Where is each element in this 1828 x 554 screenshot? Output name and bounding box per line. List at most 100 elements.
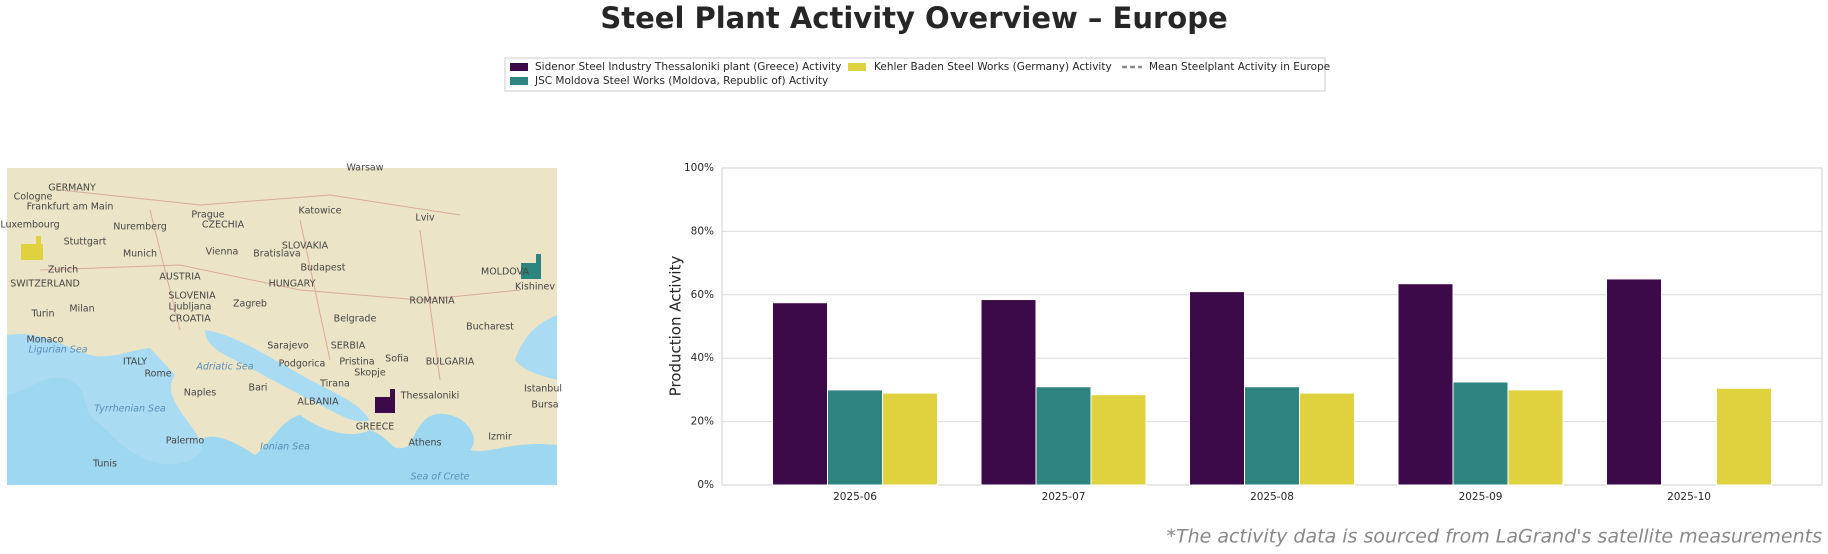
map-label: SLOVENIA: [168, 291, 216, 302]
map-label: SWITZERLAND: [10, 279, 80, 290]
bar: [772, 302, 828, 486]
map-label: Sofia: [385, 354, 409, 365]
map-label: Vienna: [206, 247, 239, 258]
bar: [1397, 283, 1454, 486]
map-label: AUSTRIA: [159, 272, 201, 283]
map-label: Bratislava: [253, 249, 300, 260]
map-label: Zagreb: [233, 299, 267, 310]
y-tick-label: 40%: [691, 352, 714, 364]
map-label: Tyrrhenian Sea: [94, 404, 166, 415]
map-label: BULGARIA: [426, 357, 475, 368]
map-label: Bucharest: [466, 322, 514, 333]
map-label: Tunis: [92, 459, 117, 470]
map-label: Warsaw: [346, 163, 383, 174]
map-label: Nuremberg: [113, 222, 167, 233]
plant-marker: [21, 236, 43, 260]
map-label: Budapest: [301, 263, 346, 274]
map-label: CZECHIA: [202, 220, 245, 231]
map-label: Sea of Crete: [411, 472, 470, 483]
map-label: Naples: [184, 388, 216, 399]
x-tick-label: 2025-07: [1042, 491, 1086, 503]
map-label: SLOVAKIA: [282, 241, 329, 252]
x-tick-label: 2025-06: [833, 491, 877, 503]
x-tick-label: 2025-08: [1250, 491, 1294, 503]
map-label: Munich: [123, 249, 157, 260]
y-tick-label: 20%: [691, 416, 714, 428]
map-label: ROMANIA: [409, 296, 455, 307]
bar: [1035, 386, 1092, 486]
x-tick-label: 2025-10: [1667, 491, 1711, 503]
map-label: Monaco: [27, 335, 64, 346]
map-label: Izmir: [488, 432, 512, 443]
y-tick-label: 80%: [691, 225, 714, 237]
bar: [1716, 387, 1772, 486]
y-axis-label: Production Activity: [667, 256, 685, 397]
map-label: Frankfurt am Main: [27, 202, 114, 213]
map-label: HUNGARY: [269, 279, 316, 290]
map-label: Bari: [249, 383, 268, 394]
map-label: Milan: [69, 304, 94, 315]
bar: [1299, 392, 1355, 486]
bar: [827, 389, 883, 486]
bar: [882, 392, 938, 486]
legend-label: Kehler Baden Steel Works (Germany) Activ…: [874, 61, 1112, 73]
map-label: Lviv: [415, 213, 435, 224]
map-sea: [515, 315, 557, 380]
map-label: Ligurian Sea: [28, 345, 87, 356]
bar: [1606, 278, 1662, 486]
footnote: *The activity data is sourced from LaGra…: [1166, 526, 1822, 548]
map-sea: [7, 377, 557, 485]
map-label: GERMANY: [48, 183, 96, 194]
plant-marker: [521, 254, 541, 279]
map-label: Katowice: [299, 206, 342, 217]
map-sea: [205, 330, 370, 422]
map-label: SERBIA: [331, 341, 366, 352]
legend-swatch: [848, 63, 866, 71]
legend-swatch: [510, 77, 528, 85]
map-label: Bursa: [531, 400, 558, 411]
y-tick-label: 100%: [684, 162, 714, 174]
map-label: Rome: [144, 369, 171, 380]
legend-label: JSC Moldova Steel Works (Moldova, Republ…: [534, 75, 828, 87]
bar: [1244, 386, 1300, 486]
map-label: Athens: [409, 438, 442, 449]
map-label: ITALY: [123, 357, 147, 368]
map-label: Belgrade: [334, 314, 377, 325]
map-label: CROATIA: [169, 314, 211, 325]
map-label: Skopje: [354, 368, 386, 379]
map-label: Sarajevo: [267, 341, 309, 352]
map-label: Thessaloniki: [400, 391, 460, 402]
map-border: [39, 189, 521, 381]
map-label: Podgorica: [279, 359, 326, 370]
map-label: Istanbul: [524, 384, 562, 395]
bar: [1189, 291, 1245, 486]
legend-label: Mean Steelplant Activity in Europe: [1149, 61, 1330, 73]
legend-swatch: [510, 63, 528, 71]
plant-marker: [375, 389, 395, 413]
bar: [1452, 381, 1509, 486]
map-label: Prague: [191, 210, 224, 221]
map-label: Ljubljana: [169, 302, 212, 313]
map-label: Zurich: [48, 265, 78, 276]
y-tick-label: 0%: [697, 479, 714, 491]
map-label: Palermo: [166, 436, 205, 447]
bar: [1090, 394, 1147, 486]
map-label: Stuttgart: [64, 237, 107, 248]
legend-label: Sidenor Steel Industry Thessaloniki plan…: [535, 61, 841, 73]
map-label: Turin: [31, 309, 55, 320]
map-label: Adriatic Sea: [195, 362, 253, 373]
map-label: ALBANIA: [297, 397, 339, 408]
map-label: Tirana: [319, 379, 350, 390]
map-sea: [7, 334, 202, 464]
map-label: Kishinev: [515, 282, 555, 293]
map-label: Cologne: [14, 192, 53, 203]
chart-title: Steel Plant Activity Overview – Europe: [600, 1, 1227, 35]
map-label: Luxembourg: [0, 220, 59, 231]
map-label: Pristina: [339, 357, 374, 368]
y-tick-label: 60%: [691, 289, 714, 301]
bar: [980, 299, 1037, 486]
map-label: GREECE: [356, 422, 395, 433]
x-tick-label: 2025-09: [1459, 491, 1503, 503]
